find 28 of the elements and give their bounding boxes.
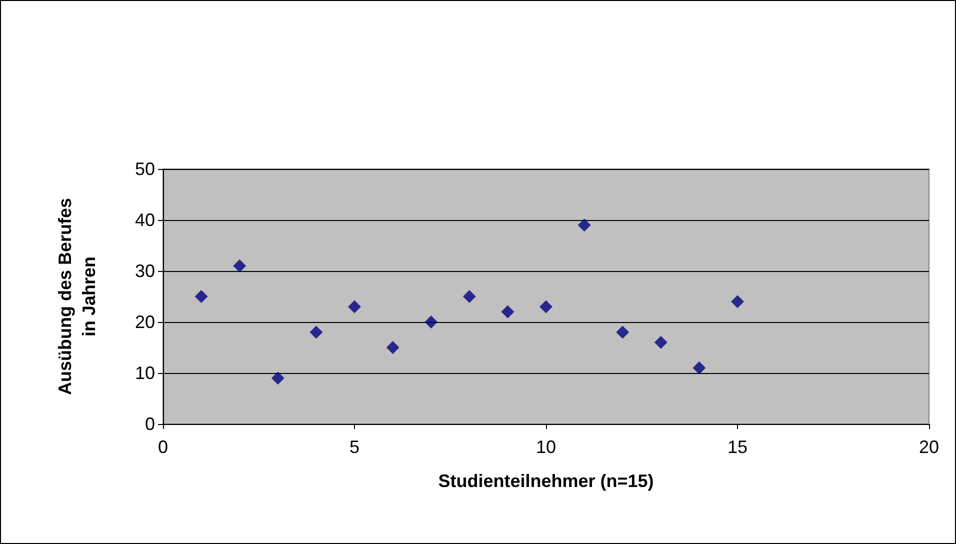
point: [616, 326, 630, 339]
x-tick-label: 0: [158, 437, 168, 457]
point: [194, 290, 208, 303]
point: [424, 316, 438, 328]
point: [233, 259, 246, 272]
x-tick-label: 15: [727, 437, 748, 457]
y-tick-label: 10: [134, 363, 155, 383]
point: [310, 326, 323, 339]
x-axis-title: Studienteilnehmer (n=15): [438, 471, 654, 491]
point: [692, 361, 706, 374]
point: [271, 372, 284, 385]
y-axis-title: Ausübung des Berufes in Jahren: [55, 198, 99, 396]
y-tick-label: 20: [134, 312, 155, 332]
y-tick-label: 30: [134, 261, 155, 281]
point: [540, 300, 552, 314]
y-tick-label: 0: [144, 414, 155, 434]
point: [348, 300, 361, 314]
point: [731, 295, 744, 308]
x-tick-label: 10: [536, 437, 556, 457]
point: [462, 290, 476, 303]
y-tick-label: 50: [134, 159, 155, 179]
y-tick-label: 40: [134, 210, 155, 230]
point: [578, 218, 591, 232]
x-tick-label: 5: [349, 437, 360, 457]
x-tick-label: 20: [918, 437, 940, 457]
point: [654, 336, 668, 349]
point: [386, 341, 400, 354]
point: [501, 305, 514, 318]
